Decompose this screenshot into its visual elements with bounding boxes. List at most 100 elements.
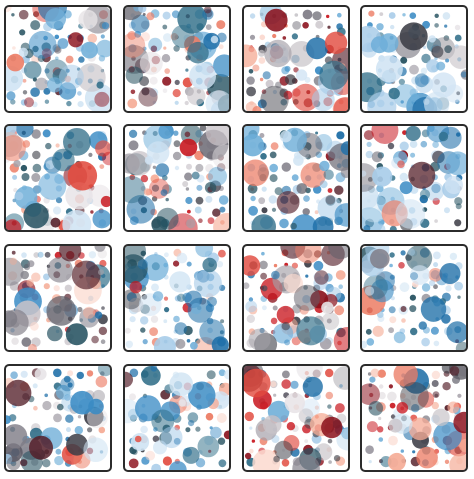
tile-1[interactable] [4,5,112,113]
bubble [428,35,436,43]
bubble [333,455,341,462]
bubble [96,81,104,89]
small-bubble [21,252,27,258]
bubble [46,296,77,326]
bubble [50,217,61,228]
bubble [92,209,110,229]
bubble [248,328,271,350]
small-bubble [163,319,168,324]
small-bubble [334,305,345,316]
bubble [190,303,202,315]
small-bubble [409,64,419,75]
bubble [37,251,44,258]
bubble [258,49,265,57]
tile-7[interactable] [242,124,350,232]
tile-9[interactable] [4,244,112,352]
small-bubble [399,141,409,151]
bubble-cluster [362,126,466,230]
bubble [171,24,195,49]
small-bubble [195,163,204,172]
small-bubble [130,89,136,95]
tile-6[interactable] [123,124,231,232]
bubble [19,29,26,36]
small-bubble [444,24,448,28]
small-bubble [98,326,108,336]
bubble [292,454,320,470]
tile-2[interactable] [123,5,231,113]
tile-15[interactable] [242,364,350,472]
tile-4[interactable] [360,5,468,113]
small-bubble [64,284,72,292]
bubble-cluster [362,246,466,350]
small-bubble [261,251,265,256]
bubble [94,91,110,107]
small-bubble [30,87,40,97]
small-bubble [444,459,450,464]
bubble [393,366,418,387]
small-bubble [431,183,441,194]
small-bubble [12,46,16,50]
small-bubble [152,165,157,169]
bubble [126,195,156,224]
small-bubble [302,22,309,29]
small-bubble [365,328,372,335]
small-bubble [174,165,180,171]
small-bubble [249,34,256,40]
small-bubble [42,129,51,138]
bubble [6,53,25,72]
tile-16[interactable] [360,364,468,472]
tile-12[interactable] [360,244,468,352]
tile-13[interactable] [4,364,112,472]
bubble [129,280,142,294]
small-bubble [163,46,167,50]
small-bubble [454,34,462,42]
small-bubble [44,393,48,398]
small-bubble [367,372,372,376]
tile-8[interactable] [360,124,468,232]
tile-11[interactable] [242,244,350,352]
small-bubble [141,87,150,96]
small-bubble [273,263,278,268]
tile-5[interactable] [4,124,112,232]
bubble [101,22,110,30]
small-bubble [291,33,298,40]
bubble [204,7,212,14]
bubble [212,144,229,170]
small-bubble [260,153,267,160]
bubble [95,140,110,157]
bubble [6,91,16,101]
bubble [252,64,260,72]
small-bubble [431,370,441,380]
small-bubble [186,163,192,170]
tile-3[interactable] [242,5,350,113]
small-bubble [152,100,157,105]
small-bubble [67,382,73,388]
small-bubble [457,295,461,299]
tile-10[interactable] [123,244,231,352]
bubble [372,325,384,337]
small-bubble [431,401,439,410]
small-bubble [150,315,159,323]
small-bubble [365,150,373,159]
bubble [66,433,88,456]
bubble [260,85,289,111]
bubble [63,128,91,156]
small-bubble [442,382,451,391]
small-bubble [187,209,191,214]
small-bubble [272,89,277,95]
small-bubble [173,130,179,136]
bubble [373,223,386,230]
bubble [431,45,444,58]
bubble [6,415,11,424]
small-bubble [379,12,384,16]
tile-14[interactable] [123,364,231,472]
bubble [130,433,150,452]
small-bubble [248,69,254,74]
small-bubble [129,316,136,323]
bubble [426,59,440,73]
bubble [296,183,308,194]
small-bubble [257,99,267,109]
small-bubble [90,210,94,214]
small-bubble [195,426,201,432]
bubble [408,417,432,441]
